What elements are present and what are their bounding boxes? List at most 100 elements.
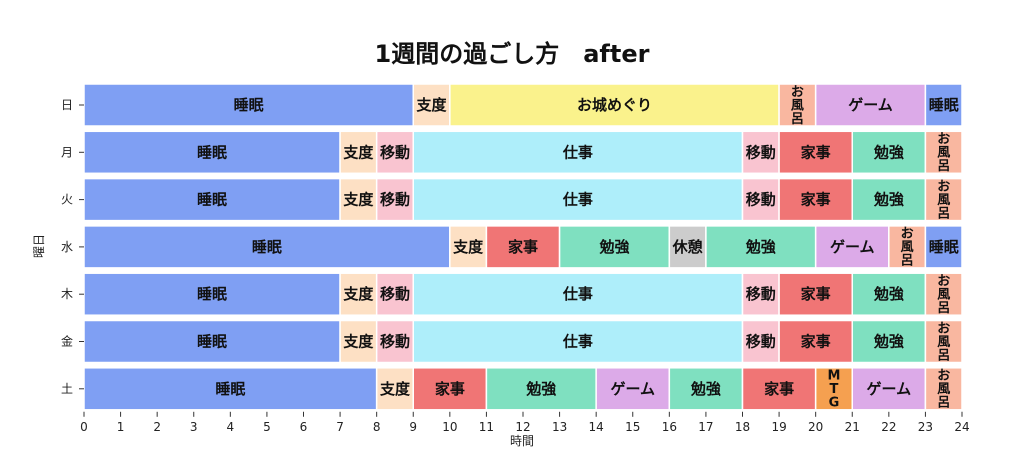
segment-rect (814, 225, 890, 269)
segment-label: お風呂 (937, 179, 950, 221)
segment-rect (705, 225, 817, 269)
x-tick-label: 6 (300, 420, 308, 434)
segment-rect (778, 177, 853, 222)
x-tick-label: 4 (227, 420, 235, 434)
x-tick-label: 15 (625, 420, 640, 434)
bar-segment: お城めぐり (449, 83, 780, 127)
y-tick-label: 木 (61, 287, 73, 301)
segment-label: お風呂 (937, 321, 950, 363)
segment-rect (449, 83, 780, 127)
segment-rect (668, 367, 744, 411)
bar-segment: 仕事 (412, 272, 744, 316)
segment-label: 移動 (746, 333, 776, 351)
segment-label: 家事 (801, 143, 831, 161)
segment-label: ゲーム (867, 380, 912, 398)
bar-segment: 睡眠 (924, 83, 963, 127)
segment-rect (339, 130, 378, 175)
segment-label: 勉強 (690, 380, 721, 398)
bar-segment: 移動 (375, 272, 414, 316)
bar-segment: お風呂 (924, 177, 963, 221)
x-tick-label: 12 (515, 420, 530, 434)
segment-label: お風呂 (937, 369, 950, 411)
x-tick-label: 17 (698, 420, 713, 434)
bar-segment: 睡眠 (83, 130, 341, 175)
segment-label: 勉強 (598, 238, 629, 256)
segment-rect (485, 367, 597, 411)
bar-segment: 家事 (778, 177, 853, 222)
x-tick-label: 18 (735, 420, 750, 434)
segment-label: 休憩 (672, 238, 703, 256)
x-tick-label: 8 (373, 420, 381, 434)
segment-label: 仕事 (562, 285, 593, 303)
x-tick-label: 10 (442, 420, 457, 434)
segment-label: 家事 (801, 333, 831, 351)
bar-segment: 仕事 (412, 319, 744, 364)
segment-label: 睡眠 (197, 191, 227, 209)
x-tick-label: 23 (918, 420, 933, 434)
bar-segment: お風呂 (924, 130, 963, 174)
segment-rect (375, 272, 414, 316)
segment-label: 仕事 (562, 333, 593, 351)
segment-label: 家事 (801, 285, 831, 303)
x-tick-label: 13 (552, 420, 567, 434)
bar-segment: 家事 (485, 225, 561, 269)
bar-segment: ゲーム (814, 83, 927, 127)
segment-label: お城めぐり (577, 96, 652, 114)
bar-segment: 移動 (375, 130, 414, 175)
segment-label: お風呂 (791, 85, 804, 127)
segment-label: 家事 (801, 191, 831, 209)
bar-segment: ゲーム (814, 225, 890, 269)
segment-label: 移動 (746, 143, 776, 161)
segment-rect (83, 367, 378, 411)
segment-rect (412, 177, 744, 222)
x-axis-label: 時間 (510, 434, 534, 448)
x-tick-label: 2 (153, 420, 161, 434)
segment-label: 移動 (380, 191, 410, 209)
segment-label: 睡眠 (929, 96, 959, 114)
x-tick-label: 9 (409, 420, 417, 434)
segment-rect (924, 319, 963, 364)
y-axis-label: 曜日 (32, 234, 46, 258)
segment-rect (412, 319, 744, 364)
segment-label: 仕事 (562, 143, 593, 161)
bar-segment: 家事 (778, 272, 853, 316)
x-tick-label: 11 (479, 420, 494, 434)
segment-label: 勉強 (745, 238, 776, 256)
bar-segment: お風呂 (888, 225, 927, 269)
segment-rect (412, 272, 744, 316)
segment-rect (668, 225, 707, 269)
segment-rect (412, 130, 744, 175)
bar-segment: 睡眠 (83, 177, 341, 222)
y-tick-label: 金 (61, 334, 73, 349)
bar-segment: お風呂 (924, 272, 963, 316)
segment-label: 支度 (452, 238, 484, 256)
bar-segment: 家事 (778, 319, 853, 364)
bar-segment: 睡眠 (83, 83, 414, 127)
x-tick-label: 22 (881, 420, 896, 434)
segment-label: お風呂 (937, 132, 950, 174)
segment-label: 支度 (342, 191, 374, 209)
bar-segment: 睡眠 (83, 319, 341, 364)
bar-segment: 勉強 (668, 367, 744, 411)
segment-label: 睡眠 (197, 333, 227, 351)
segment-label: 勉強 (873, 191, 904, 209)
segment-rect (83, 83, 414, 127)
segment-label: 睡眠 (929, 238, 959, 256)
x-tick-label: 0 (80, 420, 88, 434)
segment-label: 睡眠 (252, 238, 282, 256)
chart-title: 1週間の過ごし方 after (375, 40, 650, 68)
bar-segment: 支度 (339, 177, 378, 222)
segment-label: 仕事 (562, 191, 593, 209)
segment-label: ゲーム (848, 96, 893, 114)
segment-rect (778, 130, 853, 175)
bar-segment: お風呂 (924, 367, 963, 411)
segment-rect (924, 225, 963, 269)
x-tick-label: 14 (589, 420, 604, 434)
segment-label: 睡眠 (197, 143, 227, 161)
segment-rect (375, 177, 414, 222)
bar-segment: 仕事 (412, 130, 744, 175)
bar-segment: 勉強 (851, 319, 927, 364)
